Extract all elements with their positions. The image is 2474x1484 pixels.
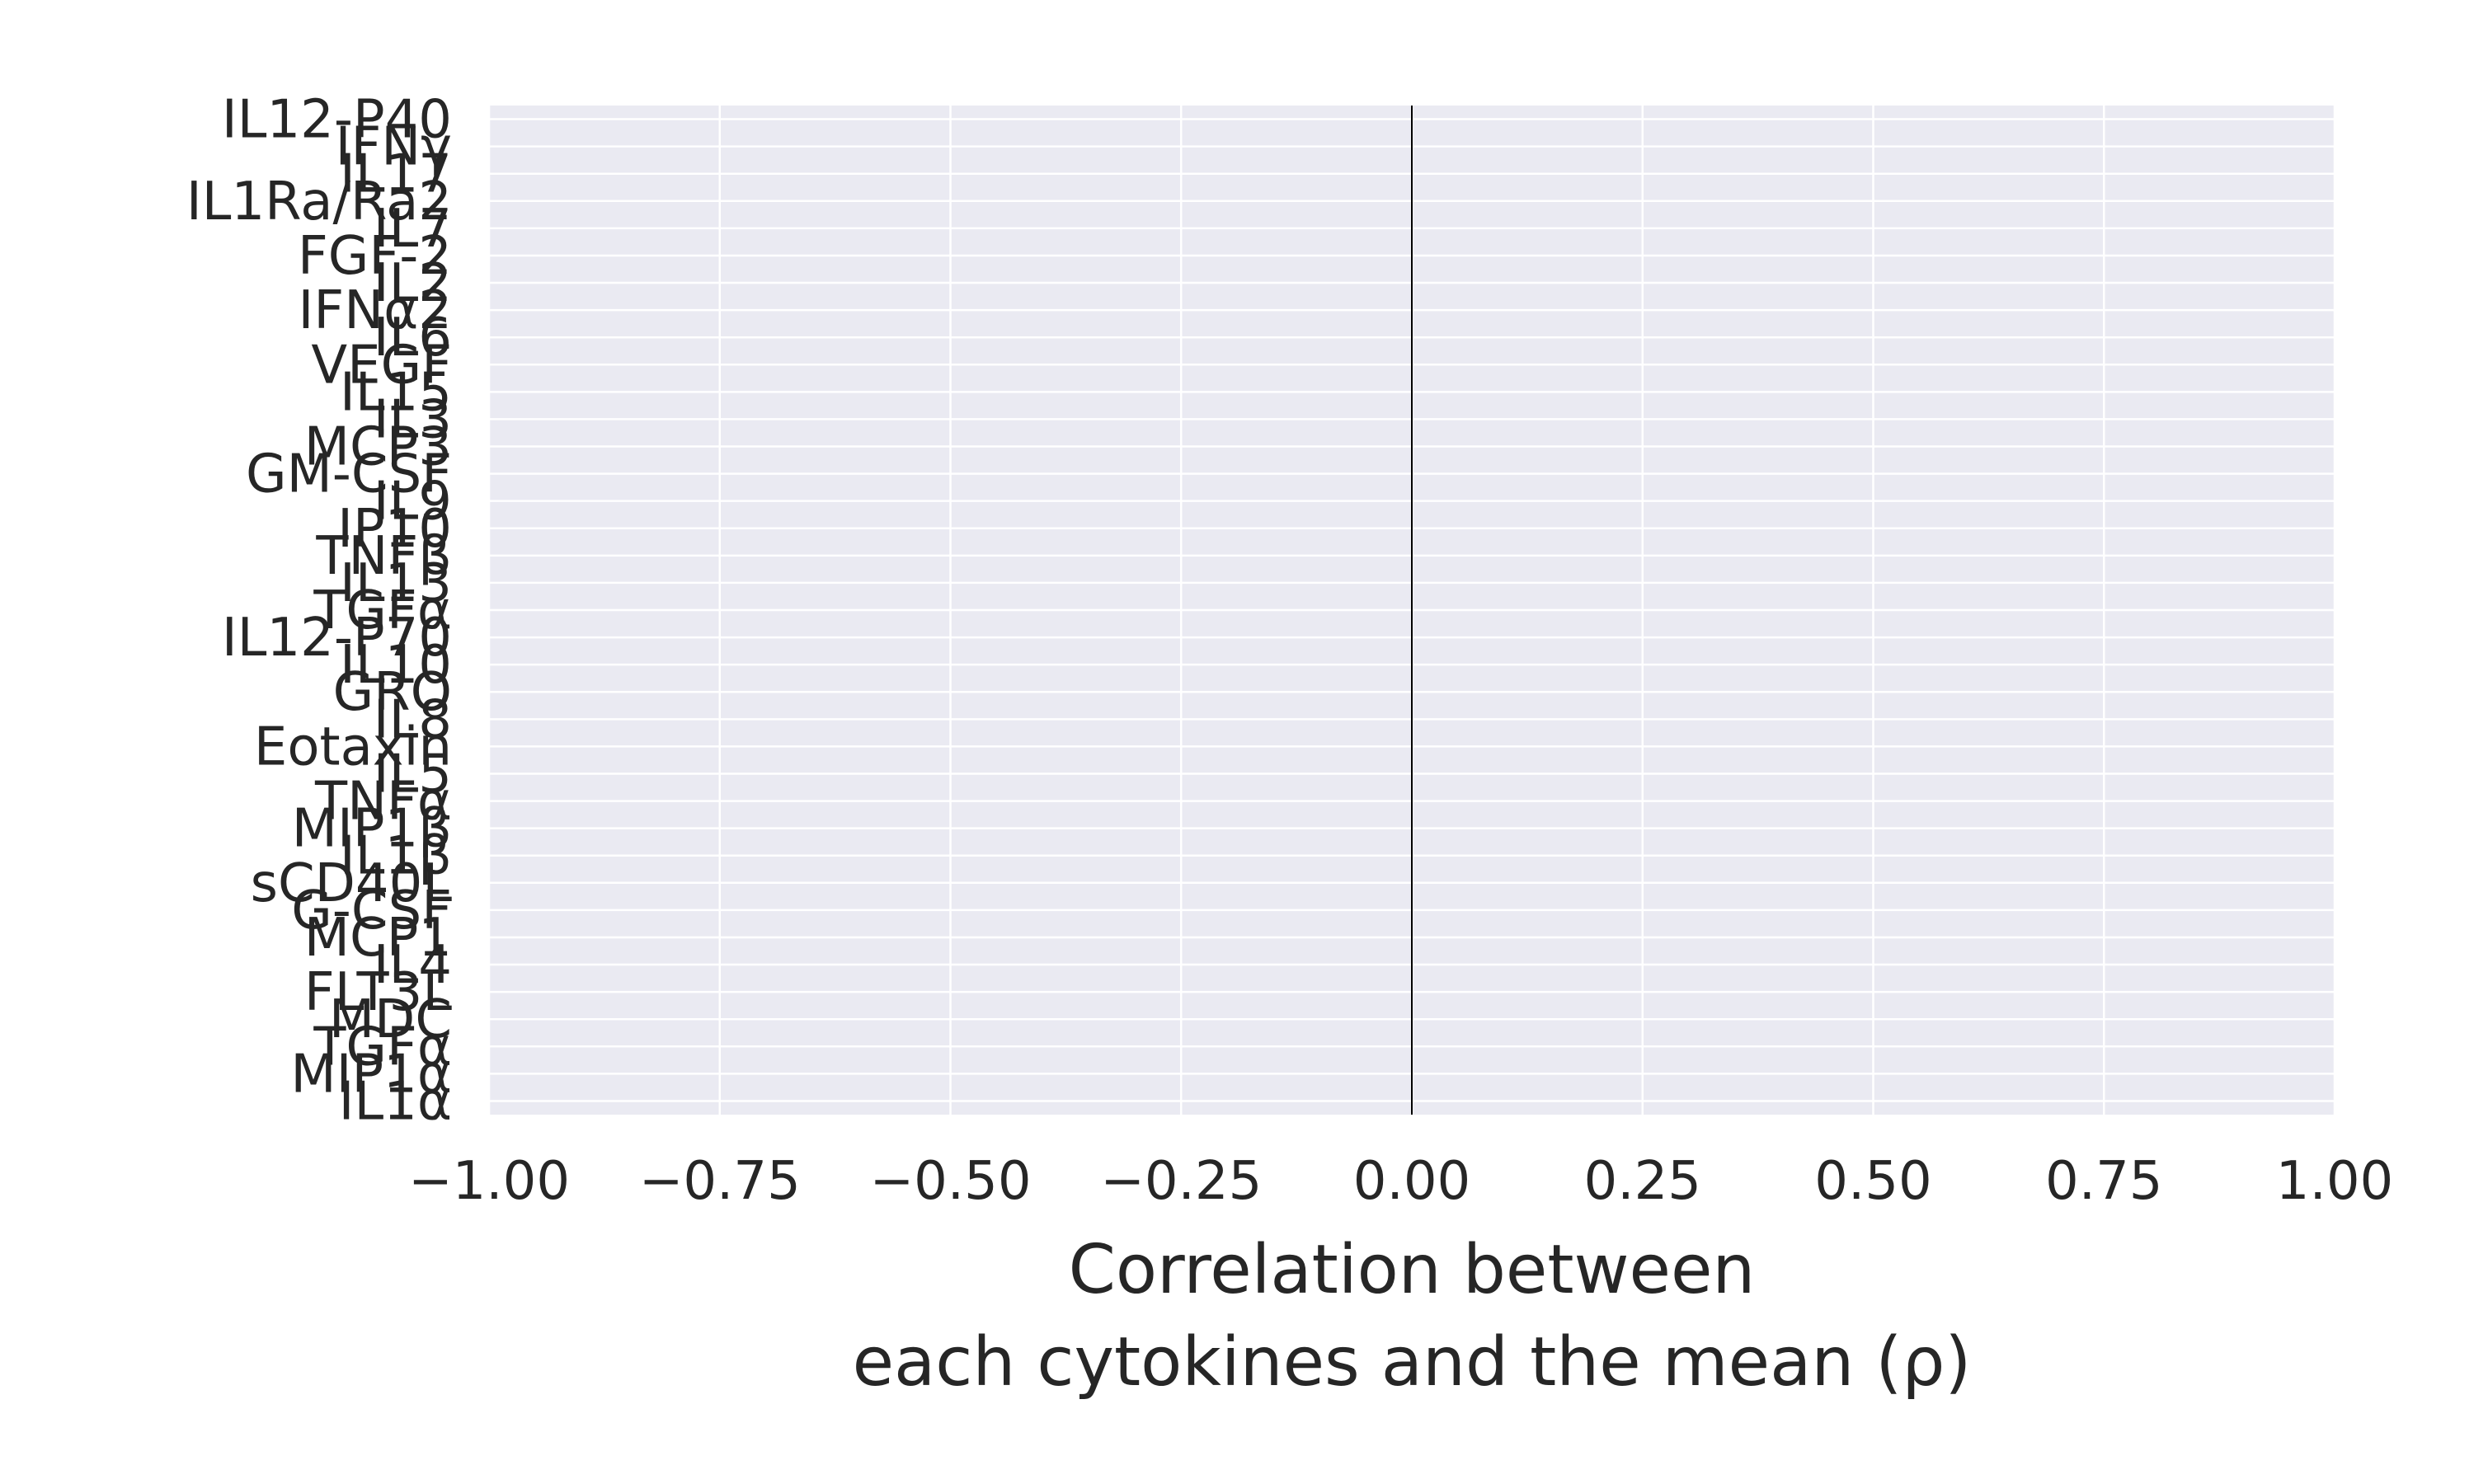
y-tick-label: MIP1β (292, 799, 452, 860)
y-tick-label: IL2 (374, 253, 452, 314)
y-tick-label: IL12-P40 (222, 90, 452, 151)
x-tick-label: 0.00 (1353, 1151, 1471, 1212)
x-tick-label: 0.75 (2045, 1151, 2163, 1212)
x-tick-label: 1.00 (2276, 1151, 2394, 1212)
y-tick-label: MCP3 (304, 417, 452, 478)
y-tick-label: IL12-P70 (222, 608, 452, 669)
y-tick-label: IL1α (339, 1071, 452, 1132)
x-tick-labels: −1.00 −0.75 −0.50 −0.25 0.00 0.25 0.50 0.75 1.00 (408, 1151, 2393, 1212)
y-tick-labels: IL12-P40IFNγIL17IL1Ra/Ra2IL7FGF-2IL2IFNα… (186, 90, 452, 1133)
y-tick-label: MIP1α (290, 1044, 452, 1105)
x-tick-label: −0.50 (869, 1151, 1031, 1212)
y-tick-label: TNFβ (315, 526, 452, 587)
x-tick-label: −0.75 (639, 1151, 801, 1212)
y-tick-label: FGF-2 (298, 226, 452, 287)
y-tick-label: MCP1 (304, 908, 452, 969)
y-tick-label: GM-CSF (246, 444, 452, 505)
y-tick-label: IL13 (340, 553, 452, 614)
y-tick-label: TNFα (314, 772, 452, 833)
y-tick-label: GRO (333, 662, 452, 723)
y-tick-label: Eotaxin (254, 716, 452, 777)
y-tick-label: FLT3L (304, 962, 452, 1023)
x-tick-label: −0.25 (1100, 1151, 1262, 1212)
x-axis-label-line-1: Correlation between (1069, 1231, 1756, 1309)
y-tick-label: IL3 (374, 389, 452, 450)
y-tick-label: IL10 (340, 635, 452, 696)
y-tick-label: IL1Ra/Ra2 (186, 171, 452, 232)
y-tick-label: sCD40L (251, 853, 453, 914)
y-tick-label: IL17 (340, 144, 452, 205)
y-tick-label: IP10 (337, 499, 452, 560)
y-tick-label: IL6 (374, 308, 452, 369)
x-tick-label: −1.00 (408, 1151, 570, 1212)
y-tick-label: IL8 (374, 689, 452, 750)
y-tick-label: IFNα2 (299, 280, 452, 341)
y-tick-label: VEGF (311, 335, 452, 396)
y-tick-label: IL5 (374, 744, 452, 805)
x-axis-label-line-2: each cytokines and the mean (ρ) (853, 1323, 1972, 1402)
y-tick-label: IL15 (340, 362, 452, 423)
x-tick-label: 0.50 (1814, 1151, 1932, 1212)
y-tick-label: IL1β (340, 826, 452, 887)
x-tick-label: 0.25 (1584, 1151, 1702, 1212)
y-tick-label: IL7 (374, 199, 452, 260)
y-tick-label: TGFα (313, 1017, 452, 1078)
y-tick-label: MDC (329, 989, 452, 1050)
y-tick-label: IL9 (374, 472, 452, 533)
y-tick-label: TGFα (313, 580, 452, 641)
y-tick-label: IFNγ (336, 117, 452, 178)
y-tick-label: G-CSF (291, 881, 452, 942)
y-tick-label: IL4 (374, 935, 452, 996)
